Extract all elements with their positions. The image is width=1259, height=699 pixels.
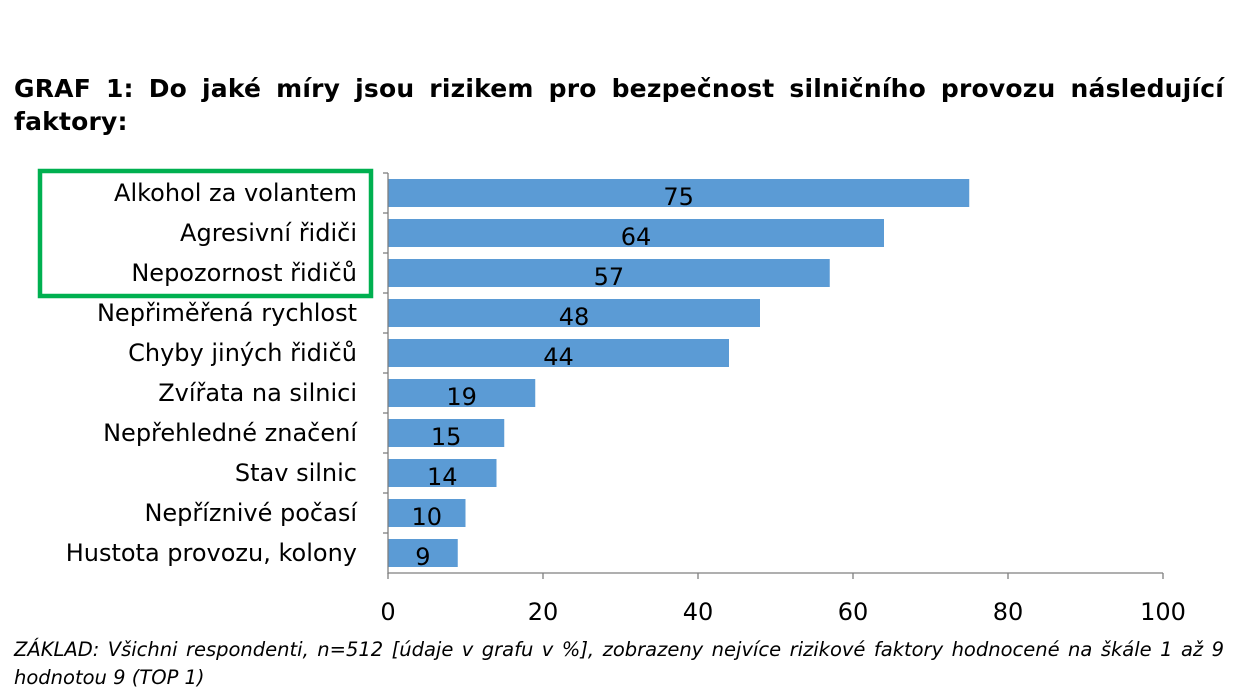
data-label-agresivni-ridici: 64 [621,223,652,251]
highlight-box [37,168,374,299]
highlight-layer [37,168,374,299]
bar-nepriznive-pocasi [388,499,466,527]
data-label-nepozornost-ridicu: 57 [594,263,625,291]
bar-stav-silnic [388,459,497,487]
bar-nepozornost-ridicu [388,259,830,287]
axis-layer: 0 20 40 60 80 100 [380,172,1186,626]
chart-title: GRAF 1: Do jaké míry jsou rizikem pro be… [14,74,1224,136]
category-label-stav-silnic: Stav silnic [235,459,357,487]
bar-zvirata-na-silnici [388,379,536,407]
category-label-alkohol-za-volantem: Alkohol za volantem [114,179,357,207]
bar-alkohol-za-volantem [388,179,970,207]
bar-hustota-provozu-kolony [388,539,458,567]
x-tick-label-0: 0 [380,598,395,626]
category-label-hustota-provozu-kolony: Hustota provozu, kolony [66,539,357,567]
x-tick-label-80: 80 [993,598,1024,626]
data-label-chyby-jinych-ridicu: 44 [543,343,574,371]
labels-layer: Alkohol za volantem 75 Agresivní řidiči 64 N… [66,179,694,571]
data-label-neprehledne-znaceni: 15 [431,423,462,451]
bar-neprimerena-rychlost [388,299,760,327]
chart-footnote: ZÁKLAD: Všichni respondenti, n=512 [údaj… [14,638,1224,689]
category-label-zvirata-na-silnici: Zvířata na silnici [158,379,357,407]
category-label-nepriznive-pocasi: Nepříznivé počasí [144,499,358,527]
bar-agresivni-ridici [388,219,884,247]
data-label-nepriznive-pocasi: 10 [411,503,442,531]
data-label-neprimerena-rychlost: 48 [559,303,590,331]
category-label-chyby-jinych-ridicu: Chyby jiných řidičů [128,339,357,367]
data-label-zvirata-na-silnici: 19 [446,383,477,411]
category-label-nepozornost-ridicu: Nepozornost řidičů [131,259,357,287]
x-tick-label-20: 20 [528,598,559,626]
category-label-neprehledne-znaceni: Nepřehledné značení [103,419,358,447]
bar-chyby-jinych-ridicu [388,339,729,367]
bar-neprehledne-znaceni [388,419,505,447]
x-tick-label-60: 60 [838,598,869,626]
x-tick-label-100: 100 [1140,598,1186,626]
bars-layer [388,179,970,567]
data-label-stav-silnic: 14 [427,463,458,491]
category-label-agresivni-ridici: Agresivní řidiči [180,219,357,247]
data-label-hustota-provozu-kolony: 9 [415,543,430,571]
category-label-neprimerena-rychlost: Nepřiměřená rychlost [97,299,357,327]
data-label-alkohol-za-volantem: 75 [663,183,694,211]
x-tick-label-40: 40 [683,598,714,626]
